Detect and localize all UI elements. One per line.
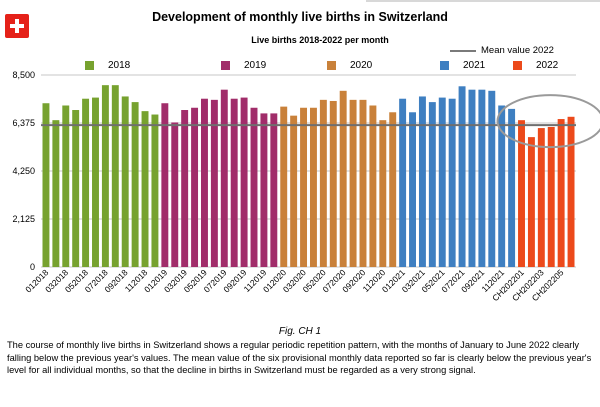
bar <box>488 90 496 267</box>
chart-subtitle: Live births 2018-2022 per month <box>251 35 389 45</box>
bar <box>319 99 327 267</box>
bar <box>498 105 506 268</box>
bar <box>250 107 258 268</box>
bar <box>567 116 575 267</box>
bar <box>260 113 268 268</box>
legend-mean-label: Mean value 2022 <box>481 45 554 56</box>
bar <box>418 96 426 267</box>
legend-label-2020: 2020 <box>350 60 373 71</box>
legend-label-2018: 2018 <box>108 60 131 71</box>
y-tick-label: 4,250 <box>12 166 35 176</box>
y-tick-label: 0 <box>30 262 35 272</box>
bar <box>280 106 288 267</box>
bar <box>161 103 169 267</box>
legend-label-2022: 2022 <box>536 60 559 71</box>
bar <box>141 111 149 267</box>
bar <box>111 85 119 267</box>
bar <box>458 86 466 267</box>
legend-item-2019: 2019 <box>221 60 266 71</box>
legend-label-2019: 2019 <box>244 60 267 71</box>
bar <box>399 98 407 267</box>
bar <box>468 89 476 268</box>
bar <box>191 107 199 268</box>
legend-swatch-2018 <box>85 61 94 70</box>
bar <box>438 97 446 268</box>
legend-swatch-2020 <box>327 61 336 70</box>
bar <box>82 98 90 267</box>
legend-item-2021: 2021 <box>440 60 485 71</box>
legend-item-2022: 2022 <box>513 60 558 71</box>
description-paragraph: The course of monthly live births in Swi… <box>7 340 592 375</box>
swiss-flag-icon <box>5 14 29 38</box>
highlight-ellipse <box>496 94 600 149</box>
bar <box>290 115 298 268</box>
bar <box>72 110 80 267</box>
bar <box>92 97 99 268</box>
bar <box>131 102 139 267</box>
bar <box>448 98 456 267</box>
bar <box>220 89 228 268</box>
bar <box>210 99 218 267</box>
bar <box>300 107 308 268</box>
bar <box>52 120 60 267</box>
legend-label-2021: 2021 <box>463 60 486 71</box>
bar <box>359 99 367 267</box>
bar <box>121 96 129 267</box>
bar <box>349 99 357 267</box>
bar <box>428 102 436 267</box>
bar <box>329 100 337 267</box>
bar <box>379 120 387 267</box>
bar <box>409 112 416 267</box>
bar <box>42 103 50 267</box>
bar <box>527 137 535 267</box>
chart-title: Development of monthly live births in Sw… <box>152 10 448 24</box>
bar <box>508 108 516 267</box>
bar <box>478 89 486 268</box>
top-border-line <box>366 0 600 2</box>
bar <box>171 122 179 267</box>
bar <box>62 105 70 268</box>
bar <box>151 114 159 267</box>
legend-swatch-2019 <box>221 61 230 70</box>
legend-swatch-2022 <box>513 61 522 70</box>
bar <box>557 119 565 267</box>
bar <box>230 98 238 267</box>
bar <box>389 112 397 267</box>
bar <box>101 85 109 267</box>
bar <box>181 110 189 267</box>
bar <box>518 120 525 267</box>
figure-caption: Fig. CH 1 <box>278 326 322 337</box>
bar <box>201 98 208 267</box>
bar <box>339 90 347 267</box>
bar <box>537 128 545 267</box>
bar-chart: 02,1254,2506,3758,5000120180320180520180… <box>12 70 600 303</box>
bar <box>240 97 248 268</box>
bar <box>369 105 377 268</box>
legend-item-2020: 2020 <box>327 60 372 71</box>
y-tick-label: 2,125 <box>12 214 35 224</box>
bar <box>270 113 278 268</box>
legend-mean-line <box>450 49 476 52</box>
legend-swatch-2021 <box>440 61 449 70</box>
legend-mean: Mean value 2022 <box>450 45 554 56</box>
bar <box>309 107 317 268</box>
bar <box>547 126 555 267</box>
y-tick-label: 6,375 <box>12 118 35 128</box>
legend-item-2018: 2018 <box>85 60 130 71</box>
y-tick-label: 8,500 <box>12 70 35 80</box>
flag-cross-vertical <box>15 19 19 33</box>
